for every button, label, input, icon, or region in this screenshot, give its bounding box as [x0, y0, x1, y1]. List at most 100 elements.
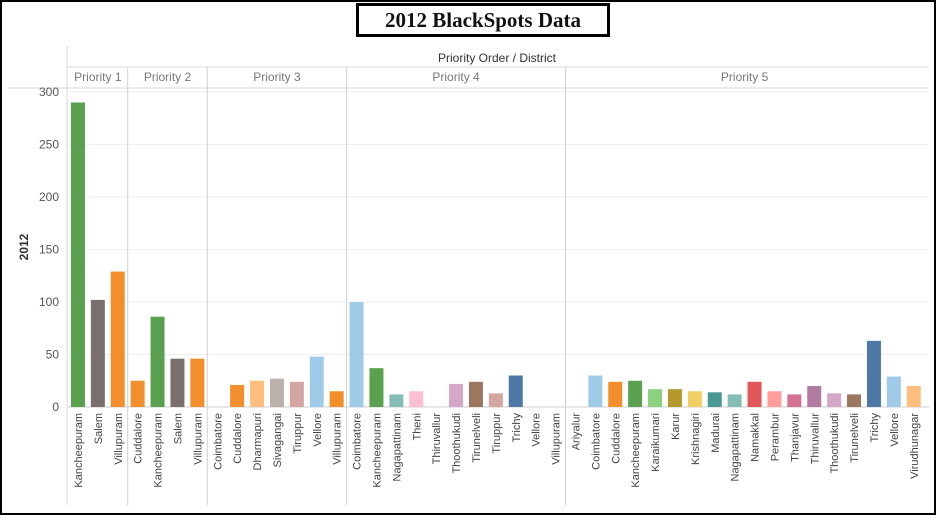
category-label: Cuddalore [610, 413, 622, 464]
bar [488, 393, 503, 407]
y-tick-label: 200 [39, 190, 59, 204]
gridlines [67, 91, 929, 408]
bar [667, 389, 682, 407]
category-label: Tirunelveli [849, 413, 861, 463]
y-tick-label: 300 [39, 85, 59, 99]
category-label: Thanjavur [789, 413, 801, 462]
bar [70, 102, 85, 407]
category-label: Krishnagiri [690, 413, 702, 465]
category-label: Villupuram [332, 413, 344, 465]
bar [269, 378, 284, 407]
bar [886, 376, 901, 407]
category-label: Kancheepuram [73, 413, 85, 488]
bar [130, 380, 145, 407]
bar [449, 383, 464, 407]
category-label: Ariyalur [570, 413, 582, 451]
priority-header: Priority 4 [432, 70, 480, 84]
bar [588, 375, 603, 407]
category-label: Thoothukudi [451, 413, 463, 474]
category-label: Salem [93, 413, 105, 444]
bar [807, 386, 822, 407]
category-label: Villupuram [551, 413, 563, 465]
category-label: Cuddalore [133, 413, 145, 464]
bar [787, 394, 802, 407]
bar [170, 358, 185, 407]
category-label: Vellore [889, 413, 901, 447]
category-label: Madurai [710, 413, 722, 453]
category-label: Thiruvallur [431, 413, 443, 465]
bar [648, 389, 663, 407]
category-label: Vellore [312, 413, 324, 447]
bar [827, 393, 842, 407]
category-label: Cuddalore [232, 413, 244, 464]
bar [90, 299, 105, 407]
category-label: Kancheepuram [630, 413, 642, 488]
bar [508, 375, 523, 407]
bar [608, 381, 623, 407]
category-label: Virudhunagar [909, 413, 921, 479]
bar [687, 391, 702, 407]
bars [70, 102, 921, 407]
chart-title-box: 2012 BlackSpots Data [356, 3, 610, 37]
bar [349, 302, 364, 407]
bar [369, 368, 384, 407]
category-label: Perambur [769, 413, 781, 462]
priority-header: Priority 2 [144, 70, 192, 84]
category-label: Namakkal [750, 413, 762, 462]
category-label: Coimbatore [212, 413, 224, 470]
category-label: Vellore [531, 413, 543, 447]
bar [727, 394, 742, 407]
category-label: Karaikumari [650, 413, 662, 472]
bar [628, 380, 643, 407]
priority-header: Priority 3 [253, 70, 301, 84]
bar [309, 356, 324, 407]
bar [389, 394, 404, 407]
bar [866, 340, 881, 407]
category-label: Tiruppur [292, 413, 304, 454]
priority-header: Priority 5 [721, 70, 769, 84]
bar [767, 391, 782, 407]
category-label: Dharmapuri [252, 413, 264, 470]
category-label: Coimbatore [590, 413, 602, 470]
y-tick-label: 250 [39, 138, 59, 152]
category-label: Karur [670, 413, 682, 440]
category-label: Coimbatore [352, 413, 364, 470]
bar [329, 391, 344, 407]
bar [230, 384, 245, 407]
bar [468, 381, 483, 407]
category-label: Thiruvallur [809, 413, 821, 465]
bar [289, 381, 304, 407]
y-tick-label: 150 [39, 243, 59, 257]
y-tick-label: 100 [39, 295, 59, 309]
chart-title: 2012 BlackSpots Data [384, 7, 582, 32]
category-label: Trichy [869, 413, 881, 443]
y-axis-title: 2012 [17, 233, 31, 260]
category-label: Tirunelveli [471, 413, 483, 463]
bar [747, 381, 762, 407]
category-label: Trichy [511, 413, 523, 443]
bar [250, 380, 265, 407]
bar [150, 316, 165, 407]
category-label: Sivagangai [272, 413, 284, 467]
category-label: Nagapattinam [730, 413, 742, 482]
y-tick-label: 50 [46, 348, 60, 362]
priority-header: Priority 1 [74, 70, 122, 84]
bar [847, 394, 862, 407]
labels: 0 50 100 150 200 250 300 Priority 1 Kancheepuram… [39, 70, 921, 488]
bar [190, 358, 205, 407]
header-label: Priority Order / District [438, 51, 557, 65]
category-label: Thoothukudi [829, 413, 841, 474]
category-label: Kancheepuram [153, 413, 165, 488]
category-label: Nagapattinam [391, 413, 403, 482]
category-label: Villupuram [113, 413, 125, 465]
panel-dividers [8, 46, 929, 505]
bar [409, 391, 424, 407]
y-tick-label: 0 [52, 400, 59, 414]
bar [110, 271, 125, 407]
bar [906, 386, 921, 407]
category-label: Salem [172, 413, 184, 444]
bar [707, 392, 722, 407]
category-label: Villupuram [192, 413, 204, 465]
